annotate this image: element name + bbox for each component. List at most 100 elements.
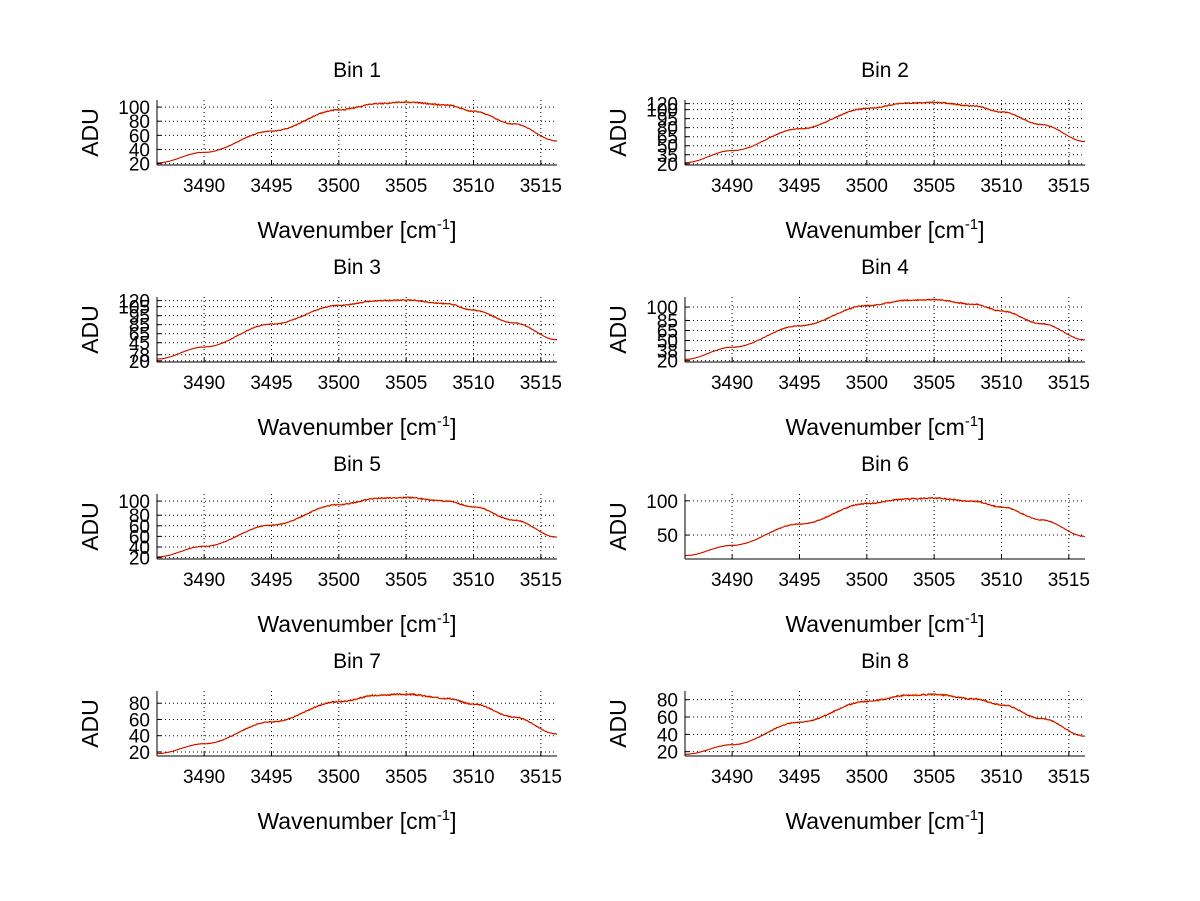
x-tick-label: 3490 [183,570,225,591]
x-tick-label: 3495 [778,176,820,197]
y-tick-label: 50 [657,137,678,158]
panel-title: Bin 7 [333,650,381,673]
x-tick-label: 3500 [846,176,888,197]
series-line [684,496,1086,557]
panel-title: Bin 2 [861,59,909,82]
x-tick-label: 3500 [318,373,360,394]
x-tick-label: 3500 [846,373,888,394]
y-tick-label: 65 [129,325,150,346]
series-line [157,692,558,755]
x-tick-label: 3500 [846,570,888,591]
y-tick-label: 35 [657,146,678,167]
y-tick-label: 40 [129,727,150,748]
x-tick-label: 3505 [913,176,955,197]
y-tick-label: 60 [129,126,150,147]
series-overlay-line [156,692,558,755]
y-tick-label: 80 [657,691,678,712]
y-axis-label: ADU [77,502,103,551]
x-tick-label: 3510 [452,570,494,591]
y-tick-label: 85 [129,316,150,337]
x-tick-label: 3505 [385,570,427,591]
y-axis-label: ADU [605,305,631,354]
y-tick-label: 60 [657,708,678,729]
y-tick-label: 95 [129,307,150,328]
x-tick-label: 3515 [1048,373,1090,394]
x-tick-label: 3500 [318,767,360,788]
x-tick-label: 3495 [778,570,820,591]
y-tick-label: 120 [118,292,150,313]
x-tick-label: 3490 [711,176,753,197]
y-tick-label: 60 [129,710,150,731]
y-tick-label: 40 [657,725,678,746]
y-tick-label: 95 [657,110,678,131]
panel-bin-2: 3490 3495 3500 3505 3510 3515 2035506580951001… [605,59,1090,243]
x-axis-label: Wavenumber [cm-1] [257,807,456,834]
y-tick-label: 78 [129,346,150,367]
y-tick-label: 100 [118,98,150,119]
panel-title: Bin 8 [861,650,909,673]
x-tick-label: 3515 [1048,570,1090,591]
y-tick-label: 100 [646,492,678,513]
x-axis-label: Wavenumber [cm-1] [785,413,984,440]
series-line [156,298,558,360]
x-tick-label: 3515 [520,373,562,394]
x-axis-label: Wavenumber [cm-1] [257,413,456,440]
x-tick-label: 3505 [913,767,955,788]
y-tick-label: 20 [657,743,678,764]
x-tick-label: 3495 [250,176,292,197]
x-tick-label: 3510 [452,373,494,394]
y-tick-label: 80 [129,506,150,527]
series-line [156,496,558,558]
y-axis-label: ADU [605,108,631,157]
y-axis-label: ADU [77,108,103,157]
x-tick-label: 3500 [318,570,360,591]
y-axis-label: ADU [605,699,631,748]
x-tick-label: 3515 [520,176,562,197]
x-tick-label: 3510 [452,176,494,197]
y-tick-label: 40 [129,140,150,161]
y-tick-label: 100 [646,298,678,319]
x-tick-label: 3490 [183,176,225,197]
panel-bin-6: 3490 3495 3500 3505 3510 3515 50 100 Bin 6 ADU Wav… [605,453,1090,637]
y-tick-label: 80 [129,694,150,715]
panel-title: Bin 6 [861,453,909,476]
y-tick-label: 40 [129,538,150,559]
panel-title: Bin 1 [333,59,381,82]
x-tick-label: 3490 [183,373,225,394]
series-overlay-line [156,496,558,558]
y-tick-label: 20 [129,155,150,176]
y-tick-label: 20 [129,352,150,373]
y-tick-label: 50 [657,526,678,547]
y-axis-label: ADU [77,699,103,748]
y-tick-label: 50 [657,332,678,353]
x-tick-label: 3515 [520,570,562,591]
series-overlay-line [684,692,1086,755]
x-tick-label: 3510 [980,176,1022,197]
series-line [684,692,1086,755]
y-tick-label: 20 [657,352,678,373]
y-tick-label: 38 [657,342,678,363]
y-tick-label: 60 [129,527,150,548]
x-tick-label: 3505 [385,767,427,788]
y-tick-label: 20 [657,155,678,176]
x-tick-label: 3490 [711,570,753,591]
series-overlay-line [156,298,558,360]
x-tick-label: 3515 [1048,767,1090,788]
y-tick-label: 20 [129,743,150,764]
x-tick-label: 3495 [250,373,292,394]
series-line [684,298,1086,360]
panel-title: Bin 3 [333,256,381,279]
y-tick-label: 60 [129,517,150,538]
x-tick-label: 3495 [778,767,820,788]
x-tick-label: 3510 [452,767,494,788]
y-axis-label: ADU [605,502,631,551]
x-axis-label: Wavenumber [cm-1] [785,807,984,834]
x-tick-label: 3510 [980,767,1022,788]
x-axis-label: Wavenumber [cm-1] [785,610,984,637]
series-line [157,101,557,164]
x-tick-label: 3495 [250,767,292,788]
